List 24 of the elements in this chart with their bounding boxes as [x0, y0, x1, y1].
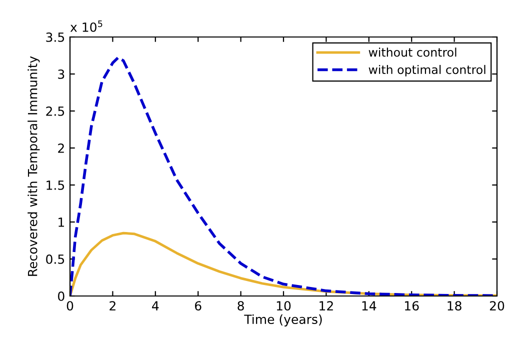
- x-tick-label: 8: [238, 301, 244, 311]
- x-tick-label: 0: [66, 301, 74, 311]
- x-tick-label: 6: [194, 301, 202, 311]
- y-tick-label: 1: [58, 218, 64, 227]
- y-tick-label: 1.5: [46, 180, 64, 190]
- y-tick-label: 3: [58, 69, 64, 79]
- x-tick-label: 10: [276, 301, 291, 311]
- x-axis-title: Time (years): [244, 314, 322, 326]
- x-tick-label: 16: [405, 301, 419, 311]
- x-tick-label: 20: [490, 301, 504, 311]
- x-tick-label: 14: [362, 301, 376, 310]
- y-tick-label: 0.5: [46, 254, 64, 264]
- y-tick-label: 2.5: [46, 106, 64, 116]
- x-tick-label: 4: [152, 301, 159, 310]
- y-tick-label: 0: [58, 291, 64, 301]
- legend-label: with optimal control: [368, 64, 486, 76]
- x-tick-label: 18: [448, 301, 462, 311]
- x-tick-label: 12: [320, 301, 333, 310]
- text: x 10$^{5}$: [70, 20, 102, 32]
- legend-label: without control: [368, 48, 456, 57]
- y-tick-label: 2: [58, 143, 64, 153]
- x-tick-label: 2: [110, 301, 116, 310]
- y-axis-title: Recovered with Temporal Immunity: [28, 56, 40, 276]
- y-tick-label: 3.5: [46, 32, 64, 42]
